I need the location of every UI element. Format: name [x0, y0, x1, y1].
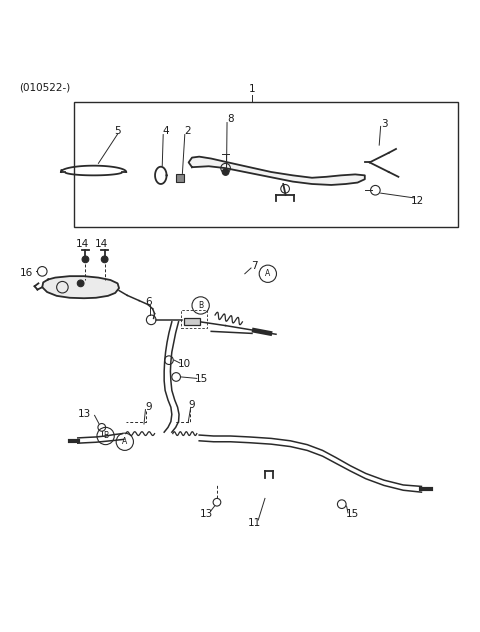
Text: 1: 1	[249, 85, 255, 94]
Text: 2: 2	[184, 126, 191, 137]
Text: A: A	[265, 269, 270, 278]
Text: 10: 10	[178, 359, 192, 369]
Text: 7: 7	[251, 260, 258, 270]
Bar	[184, 319, 200, 325]
Text: 14: 14	[95, 239, 108, 249]
Polygon shape	[189, 157, 365, 185]
Text: 8: 8	[227, 114, 234, 125]
Text: 13: 13	[77, 410, 91, 420]
Text: 9: 9	[189, 400, 195, 410]
Bar	[74, 102, 458, 227]
Text: (010522-): (010522-)	[19, 83, 71, 93]
Circle shape	[222, 169, 229, 175]
Polygon shape	[42, 276, 119, 298]
Circle shape	[77, 280, 84, 287]
Text: 11: 11	[248, 518, 261, 528]
Text: 14: 14	[76, 239, 89, 249]
Text: 9: 9	[145, 402, 152, 412]
Text: 6: 6	[145, 296, 152, 307]
Text: 12: 12	[411, 196, 424, 206]
Text: 3: 3	[381, 119, 387, 129]
Text: B: B	[103, 432, 108, 441]
Text: 16: 16	[20, 268, 33, 278]
Text: 5: 5	[114, 126, 121, 137]
Text: B: B	[198, 301, 203, 310]
Text: 13: 13	[200, 509, 213, 519]
Text: 15: 15	[346, 509, 360, 519]
Bar	[176, 174, 184, 182]
Text: 15: 15	[195, 374, 208, 384]
Circle shape	[82, 256, 89, 263]
Text: A: A	[122, 437, 127, 446]
Circle shape	[101, 256, 108, 263]
Text: 4: 4	[162, 126, 169, 137]
